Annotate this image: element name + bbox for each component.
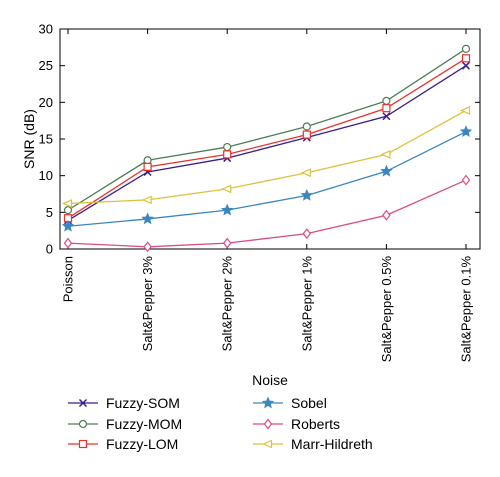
data-point bbox=[302, 228, 312, 240]
series-line bbox=[67, 57, 467, 219]
data-point bbox=[382, 209, 391, 221]
legend-item: Marr-Hildreth bbox=[253, 436, 373, 452]
data-point bbox=[459, 125, 473, 137]
data-point bbox=[223, 150, 232, 159]
legend-item: Sobel bbox=[253, 395, 327, 411]
legend-label: Fuzzy-LOM bbox=[106, 436, 178, 452]
series-marr-hildreth bbox=[62, 105, 471, 208]
legend-item: Fuzzy-LOM bbox=[68, 436, 178, 452]
plot-frame bbox=[59, 28, 481, 250]
data-point bbox=[302, 130, 311, 139]
x-tick-label: Salt&Pepper 0.5% bbox=[379, 256, 394, 363]
data-point bbox=[460, 105, 471, 115]
legend-label: Fuzzy-SOM bbox=[106, 395, 180, 411]
data-point bbox=[461, 61, 471, 70]
legend-item: Fuzzy-MOM bbox=[68, 416, 182, 432]
legend-item: Fuzzy-SOM bbox=[68, 395, 180, 411]
y-tick-label: 30 bbox=[39, 22, 53, 37]
legend-swatch-marker bbox=[78, 398, 88, 408]
legend-label: Marr-Hildreth bbox=[291, 436, 373, 452]
series-line bbox=[67, 48, 467, 211]
legend: Fuzzy-SOM Fuzzy-MOM Fuzzy-LOM Sobel Roberts M… bbox=[68, 395, 373, 452]
series-roberts bbox=[63, 174, 471, 253]
x-axis: Poisson Salt&Pepper 3% Salt&Pepper 2% Salt&… bbox=[61, 29, 474, 362]
data-point bbox=[382, 112, 391, 121]
x-tick-label: Salt&Pepper 0.1% bbox=[459, 256, 474, 363]
series-layer bbox=[61, 44, 473, 253]
series-fuzzy-mom bbox=[63, 44, 471, 215]
data-point bbox=[63, 237, 73, 249]
x-tick-label: Salt&Pepper 3% bbox=[140, 256, 155, 352]
legend-label: Fuzzy-MOM bbox=[106, 416, 182, 432]
data-point bbox=[461, 54, 471, 63]
y-tick-label: 20 bbox=[39, 95, 53, 110]
data-point bbox=[63, 206, 73, 215]
legend-swatch-marker bbox=[261, 396, 275, 409]
data-point bbox=[380, 164, 393, 177]
data-point bbox=[382, 96, 391, 105]
y-tick-label: 15 bbox=[39, 132, 53, 147]
data-point bbox=[62, 199, 73, 208]
y-axis: 0 5 10 15 20 25 30 bbox=[39, 22, 480, 257]
legend-swatch-marker bbox=[78, 439, 88, 449]
y-tick-label: 25 bbox=[39, 58, 53, 73]
data-point bbox=[143, 156, 152, 165]
y-tick-label: 10 bbox=[39, 168, 53, 183]
legend-swatch-marker bbox=[263, 418, 273, 430]
data-point bbox=[141, 195, 152, 205]
data-point bbox=[300, 168, 311, 178]
x-axis-title: Noise bbox=[252, 372, 288, 388]
series-line bbox=[67, 179, 467, 248]
data-point bbox=[382, 104, 391, 113]
x-tick-label: Salt&Pepper 2% bbox=[220, 256, 235, 352]
y-tick-label: 0 bbox=[46, 242, 53, 257]
legend-label: Roberts bbox=[291, 416, 340, 432]
data-point bbox=[222, 237, 232, 249]
data-point bbox=[461, 174, 471, 186]
series-line bbox=[67, 65, 467, 221]
legend-label: Sobel bbox=[291, 395, 327, 411]
series-line bbox=[67, 109, 467, 205]
data-point bbox=[61, 219, 75, 232]
data-point bbox=[302, 122, 311, 131]
data-point bbox=[141, 212, 154, 225]
data-point bbox=[461, 44, 471, 53]
data-point bbox=[300, 188, 314, 201]
series-sobel bbox=[61, 125, 473, 232]
series-line bbox=[67, 131, 467, 227]
y-tick-label: 5 bbox=[46, 205, 53, 220]
legend-swatch-marker bbox=[78, 419, 88, 429]
data-point bbox=[220, 203, 234, 216]
legend-item: Roberts bbox=[253, 416, 340, 432]
data-point bbox=[223, 142, 232, 152]
data-point bbox=[143, 241, 152, 253]
legend-swatch-marker bbox=[262, 439, 273, 449]
series-fuzzy-lom bbox=[63, 54, 471, 223]
x-tick-label: Poisson bbox=[61, 256, 76, 302]
data-point bbox=[143, 162, 152, 171]
data-point bbox=[221, 184, 232, 194]
x-tick-label: Salt&Pepper 1% bbox=[299, 256, 314, 352]
data-point bbox=[380, 149, 391, 159]
y-axis-title: SNR (dB) bbox=[21, 109, 37, 169]
